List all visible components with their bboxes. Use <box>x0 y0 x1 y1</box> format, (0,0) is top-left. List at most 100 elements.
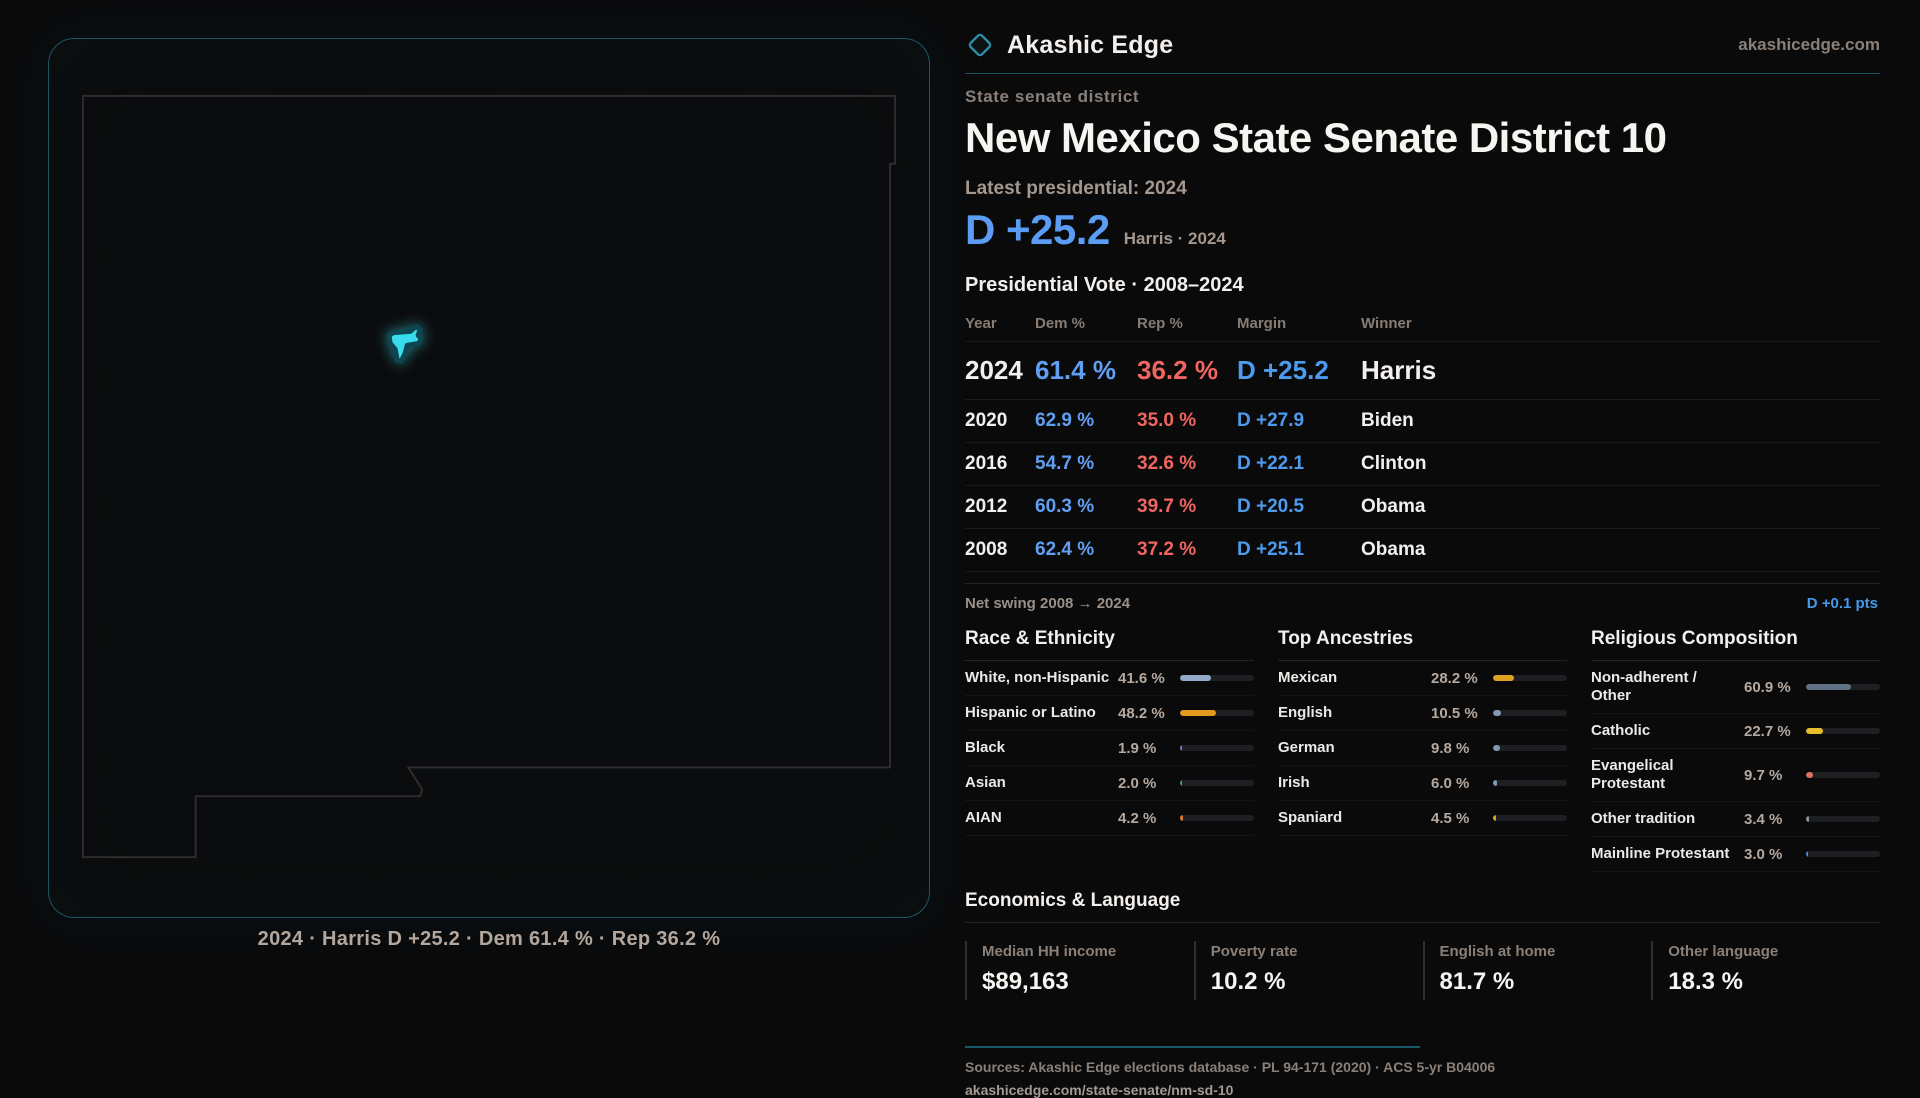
demo-row: Irish 6.0 % <box>1278 766 1567 802</box>
demo-value: 4.5 % <box>1431 809 1470 827</box>
economics-section: Economics & Language Median HH income $8… <box>965 890 1880 1001</box>
table-row: 2024 61.4 % 36.2 % D +25.2 Harris <box>965 342 1880 401</box>
demo-label: Mexican <box>1278 669 1338 687</box>
map-caption: 2024 · Harris D +25.2 · Dem 61.4 % · Rep… <box>257 928 721 950</box>
cell-rep: 37.2 % <box>1137 539 1197 561</box>
stat-value: 81.7 % <box>1439 968 1515 996</box>
col-header-year: Year <box>965 315 997 333</box>
demo-label: German <box>1278 739 1335 757</box>
demo-row: Spaniard 4.5 % <box>1278 801 1567 837</box>
demo-label: Non-adherent / Other <box>1591 669 1697 705</box>
demo-row: Asian 2.0 % <box>965 766 1254 802</box>
section-title: Religious Composition <box>1591 628 1880 662</box>
demo-value: 2.0 % <box>1118 774 1157 792</box>
demo-row: Mainline Protestant 3.0 % <box>1591 837 1880 873</box>
demo-bar <box>1180 815 1254 822</box>
stat-median-hh-income: Median HH income $89,163 <box>965 941 1194 1001</box>
footer-divider <box>965 1046 1420 1049</box>
demo-value: 9.8 % <box>1431 739 1470 757</box>
demo-label: Other tradition <box>1591 810 1696 828</box>
brand-name: Akashic Edge <box>1007 30 1174 59</box>
cell-rep: 32.6 % <box>1137 453 1197 475</box>
presidential-vote-table: Year Dem % Rep % Margin Winner 2024 61.4… <box>965 307 1880 573</box>
col-header-dem: Dem % <box>1035 315 1086 333</box>
demo-row: Black 1.9 % <box>965 731 1254 767</box>
permalink[interactable]: akashicedge.com/state-senate/nm-sd-10 <box>965 1082 1234 1098</box>
stat-label: Median HH income <box>982 943 1117 961</box>
demo-value: 60.9 % <box>1744 678 1791 696</box>
demo-label: Hispanic or Latino <box>965 704 1096 722</box>
cell-rep: 35.0 % <box>1137 410 1197 432</box>
detail-panel: Akashic Edge akashicedge.com State senat… <box>965 30 1880 1098</box>
demo-row: AIAN 4.2 % <box>965 801 1254 837</box>
cell-winner: Biden <box>1361 410 1414 432</box>
demo-bar <box>1806 684 1880 691</box>
cell-rep: 39.7 % <box>1137 496 1197 518</box>
demo-label: Irish <box>1278 774 1310 792</box>
demo-bar <box>1806 772 1880 779</box>
net-swing-value: D +0.1 pts <box>1806 595 1878 613</box>
brand-domain-link[interactable]: akashicedge.com <box>1738 35 1880 54</box>
table-header-row: Year Dem % Rep % Margin Winner <box>965 307 1880 343</box>
demo-value: 10.5 % <box>1431 704 1478 722</box>
headline-margin-row: D +25.2 Harris · 2024 <box>965 206 1880 254</box>
district-map-panel <box>48 38 930 918</box>
stat-value: 18.3 % <box>1668 968 1743 996</box>
cell-winner: Obama <box>1361 496 1426 518</box>
demo-row: Evangelical Protestant 9.7 % <box>1591 749 1880 803</box>
demo-bar <box>1180 745 1254 752</box>
cell-year: 2024 <box>965 355 1023 386</box>
demo-bar <box>1493 675 1567 682</box>
section-title: Race & Ethnicity <box>965 628 1254 662</box>
cell-rep: 36.2 % <box>1137 355 1218 386</box>
cell-winner: Clinton <box>1361 453 1427 475</box>
cell-year: 2012 <box>965 496 1008 518</box>
table-row: 2012 60.3 % 39.7 % D +20.5 Obama <box>965 486 1880 530</box>
headline-margin-subtitle: Harris · 2024 <box>1123 229 1226 249</box>
demo-row: Catholic 22.7 % <box>1591 714 1880 750</box>
demo-bar <box>1493 710 1567 717</box>
demo-bar <box>1806 851 1880 858</box>
cell-dem: 62.9 % <box>1035 410 1095 432</box>
demo-row: English 10.5 % <box>1278 696 1567 732</box>
diamond-logo-icon <box>968 33 992 57</box>
brand-header: Akashic Edge akashicedge.com <box>965 30 1880 74</box>
table-row: 2016 54.7 % 32.6 % D +22.1 Clinton <box>965 443 1880 487</box>
cell-dem: 54.7 % <box>1035 453 1095 475</box>
stat-english-at-home: English at home 81.7 % <box>1422 941 1652 1001</box>
demo-value: 22.7 % <box>1744 722 1791 740</box>
demo-bar <box>1493 745 1567 752</box>
col-header-margin: Margin <box>1237 315 1287 333</box>
stat-label: Poverty rate <box>1210 943 1298 961</box>
col-header-rep: Rep % <box>1137 315 1183 333</box>
cell-dem: 60.3 % <box>1035 496 1095 518</box>
demo-value: 9.7 % <box>1744 766 1783 784</box>
cell-dem: 61.4 % <box>1035 355 1116 386</box>
race-ethnicity-column: Race & Ethnicity White, non-Hispanic 41.… <box>965 628 1254 872</box>
stat-poverty-rate: Poverty rate 10.2 % <box>1193 941 1423 1001</box>
cell-margin: D +25.1 <box>1237 539 1305 561</box>
col-header-winner: Winner <box>1361 315 1412 333</box>
district-shape <box>386 323 424 364</box>
religion-column: Religious Composition Non-adherent / Oth… <box>1591 628 1880 873</box>
vote-table-title: Presidential Vote · 2008–2024 <box>965 274 1244 297</box>
net-swing-row: Net swing 2008 → 2024 D +0.1 pts <box>965 583 1880 620</box>
cell-winner: Obama <box>1361 539 1426 561</box>
demo-label: Asian <box>965 774 1006 792</box>
cell-year: 2016 <box>965 453 1008 475</box>
table-row: 2020 62.9 % 35.0 % D +27.9 Biden <box>965 400 1880 444</box>
net-swing-label: Net swing 2008 → 2024 <box>965 595 1131 613</box>
new-mexico-map <box>81 94 897 859</box>
demo-value: 41.6 % <box>1118 669 1165 687</box>
demo-value: 3.0 % <box>1744 845 1783 863</box>
demo-value: 1.9 % <box>1118 739 1157 757</box>
kicker-label: State senate district <box>965 87 1140 106</box>
headline-margin-value: D +25.2 <box>965 206 1110 254</box>
stat-label: Other language <box>1668 943 1779 961</box>
demo-value: 4.2 % <box>1118 809 1157 827</box>
demo-bar <box>1806 816 1880 823</box>
demo-bar <box>1493 815 1567 822</box>
page-title: New Mexico State Senate District 10 <box>965 114 1667 161</box>
demo-value: 3.4 % <box>1744 810 1783 828</box>
footer: Sources: Akashic Edge elections database… <box>965 1046 1880 1098</box>
